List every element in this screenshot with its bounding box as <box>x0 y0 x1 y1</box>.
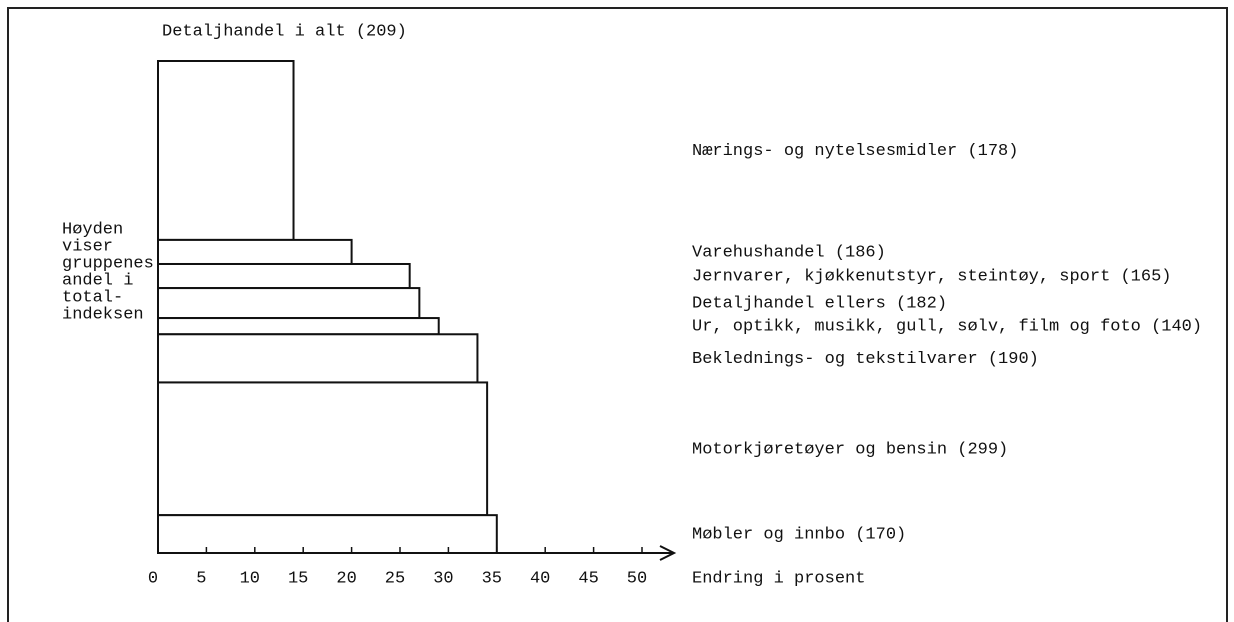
x-tick-label: 15 <box>288 569 308 588</box>
x-tick-label: 0 <box>148 569 158 588</box>
annotation-line: andel i <box>62 271 133 290</box>
bar <box>157 381 489 517</box>
category-label: Beklednings- og tekstilvarer (190) <box>692 350 1039 369</box>
bar <box>157 60 295 241</box>
x-tick-label: 5 <box>196 569 206 588</box>
annotation-line: total- <box>62 288 123 307</box>
category-label: Motorkjøretøyer og bensin (299) <box>692 440 1008 459</box>
axis-arrow <box>659 545 677 561</box>
bar <box>157 333 479 384</box>
x-tick-label: 35 <box>482 569 502 588</box>
x-tick-label: 40 <box>530 569 550 588</box>
annotation-line: Høyden <box>62 220 123 239</box>
category-label: Varehushandel (186) <box>692 243 886 262</box>
x-tick-label: 30 <box>433 569 453 588</box>
x-tick-label: 45 <box>578 569 598 588</box>
bar <box>157 317 440 336</box>
x-tick-label: 50 <box>627 569 647 588</box>
x-tick-label: 10 <box>240 569 260 588</box>
bar <box>157 514 498 555</box>
category-label: Møbler og innbo (170) <box>692 526 906 545</box>
frame <box>7 7 1228 622</box>
x-tick-label: 20 <box>336 569 356 588</box>
bar <box>157 262 411 290</box>
bar <box>157 238 353 265</box>
category-label: Ur, optikk, musikk, gull, sølv, film og … <box>692 318 1202 337</box>
chart-title: Detaljhandel i alt (209) <box>162 22 407 41</box>
category-label: Jernvarer, kjøkkenutstyr, steintøy, spor… <box>692 268 1171 287</box>
x-tick-label: 25 <box>385 569 405 588</box>
x-axis-label: Endring i prosent <box>692 569 865 588</box>
annotation-line: gruppenes <box>62 254 154 273</box>
category-label: Nærings- og nytelsesmidler (178) <box>692 142 1018 161</box>
bar <box>157 287 421 320</box>
annotation-line: indeksen <box>62 305 144 324</box>
category-label: Detaljhandel ellers (182) <box>692 295 947 314</box>
annotation-line: viser <box>62 237 113 256</box>
